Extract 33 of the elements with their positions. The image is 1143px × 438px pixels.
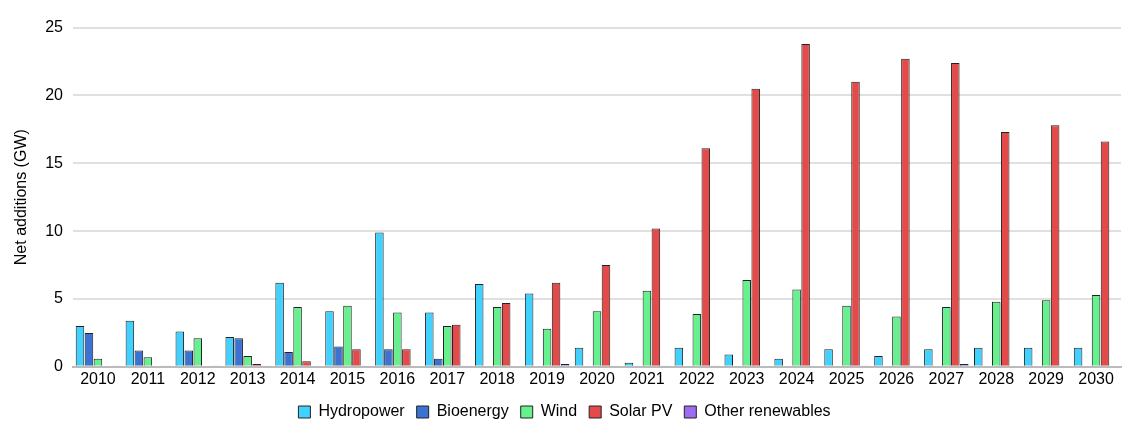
x-tick-label: 2012 xyxy=(179,369,216,387)
legend-label: Other renewables xyxy=(704,402,831,420)
legend-label: Wind xyxy=(540,402,578,420)
x-tick-label: 2017 xyxy=(429,369,466,387)
x-tick-label: 2026 xyxy=(878,369,915,387)
x-tick-label: 2013 xyxy=(229,369,266,387)
x-tick-label: 2016 xyxy=(379,369,416,387)
x-tick-label: 2011 xyxy=(130,369,166,387)
x-tick-label: 2021 xyxy=(629,369,665,387)
y-tick-label: 15 xyxy=(45,153,64,171)
x-tick-label: 2014 xyxy=(279,369,316,387)
x-tick-label: 2019 xyxy=(529,369,565,387)
x-tick-label: 2023 xyxy=(728,369,765,387)
y-tick-label: 5 xyxy=(54,289,64,307)
x-tick-label: 2028 xyxy=(978,369,1015,387)
x-tick-label: 2015 xyxy=(329,369,366,387)
y-tick-label: 25 xyxy=(45,18,64,36)
x-tick-label: 2010 xyxy=(80,369,116,387)
legend-label: Hydropower xyxy=(318,402,406,420)
x-tick-label: 2022 xyxy=(679,369,715,387)
x-tick-label: 2025 xyxy=(828,369,865,387)
y-axis-title: Net additions (GW) xyxy=(12,129,30,266)
legend-label: Solar PV xyxy=(609,402,673,420)
x-tick-label: 2020 xyxy=(579,369,615,387)
x-tick-label: 2024 xyxy=(778,369,815,387)
x-tick-label: 2018 xyxy=(479,369,516,387)
x-tick-label: 2030 xyxy=(1078,369,1114,387)
y-tick-label: 0 xyxy=(54,357,64,375)
legend-label: Bioenergy xyxy=(436,402,509,420)
y-tick-label: 20 xyxy=(45,85,64,103)
y-tick-label: 10 xyxy=(45,221,64,239)
x-tick-label: 2029 xyxy=(1028,369,1065,387)
x-tick-label: 2027 xyxy=(928,369,965,387)
